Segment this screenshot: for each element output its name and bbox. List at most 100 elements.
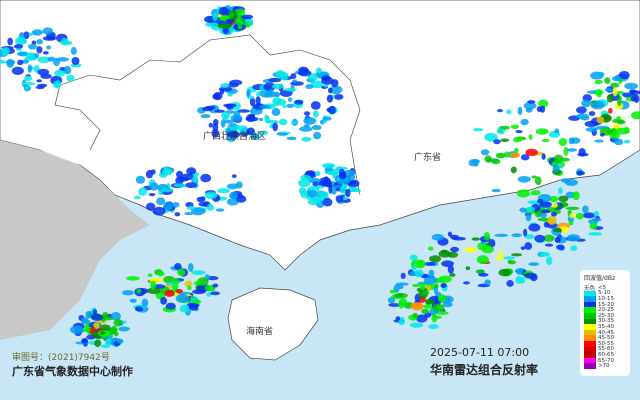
echo-cell	[171, 278, 181, 285]
echo-cell	[585, 127, 598, 132]
echo-cell	[184, 212, 193, 216]
echo-cell	[311, 124, 322, 131]
echo-cell	[138, 187, 148, 196]
echo-cell	[37, 68, 50, 76]
echo-cell	[519, 207, 528, 213]
echo-cell	[328, 185, 333, 194]
echo-cell	[278, 118, 288, 126]
echo-cell	[554, 236, 561, 244]
echo-cell	[303, 116, 317, 125]
echo-cell	[71, 56, 80, 66]
echo-cell	[339, 186, 345, 194]
echo-cell	[484, 155, 493, 163]
legend-item: 20-25	[584, 307, 630, 313]
legend-range: 25-30	[598, 312, 614, 319]
echo-cell	[305, 84, 314, 90]
echo-cell	[286, 136, 297, 141]
echo-cell	[553, 154, 564, 164]
echo-cell	[338, 168, 346, 177]
echo-cell	[60, 37, 69, 46]
echo-cell	[422, 304, 435, 309]
echo-cell	[54, 69, 66, 77]
echo-cell	[218, 6, 229, 16]
echo-cell	[616, 119, 626, 125]
echo-cell	[514, 147, 519, 154]
echo-cell	[395, 282, 409, 286]
echo-cell	[313, 131, 322, 140]
echo-cell	[498, 250, 503, 259]
echo-cell	[276, 132, 289, 136]
echo-cell	[274, 91, 281, 98]
echo-cell	[593, 211, 600, 217]
echo-cell	[244, 21, 251, 28]
echo-cell	[510, 124, 520, 129]
echo-cell	[534, 176, 542, 185]
echo-cell	[471, 159, 481, 164]
echo-cell	[576, 170, 586, 176]
legend-item: 40-45	[584, 330, 630, 336]
echo-cell	[527, 200, 538, 204]
echo-cell	[630, 96, 638, 102]
echo-cell	[298, 69, 312, 77]
echo-cell	[246, 89, 251, 97]
echo-cell	[163, 201, 173, 211]
echo-cell	[565, 206, 580, 211]
legend-range: 50-55	[598, 340, 614, 347]
echo-cell	[217, 188, 230, 194]
echo-cell	[186, 167, 197, 175]
echo-cell	[210, 291, 221, 296]
echo-cell	[547, 215, 557, 225]
echo-cell	[207, 275, 219, 281]
echo-cell	[314, 171, 321, 176]
echo-cell	[550, 211, 557, 217]
echo-cell	[582, 212, 596, 219]
echo-cell	[500, 138, 510, 143]
echo-cell	[441, 260, 454, 268]
echo-cell	[94, 339, 102, 348]
label-hainan: 海南省	[246, 327, 274, 337]
echo-cell	[219, 88, 225, 95]
echo-cell	[145, 202, 156, 211]
echo-cell	[554, 128, 560, 134]
echo-cell	[539, 212, 547, 218]
echo-cell	[173, 183, 186, 188]
echo-cell	[198, 202, 208, 207]
echo-cell	[340, 198, 351, 203]
echo-cell	[450, 246, 460, 253]
echo-cell	[393, 292, 408, 299]
hainan-island	[227, 287, 319, 361]
echo-cell	[23, 31, 30, 40]
echo-cell	[271, 83, 284, 90]
legend-range: 35-40	[598, 323, 614, 330]
echo-cell	[568, 220, 574, 226]
echo-cell	[485, 242, 491, 247]
echo-cell	[229, 79, 243, 86]
echo-cell	[187, 285, 192, 291]
legend-swatch	[584, 312, 596, 319]
echo-cell	[90, 313, 104, 321]
echo-cell	[431, 233, 444, 241]
echo-cell	[520, 246, 526, 251]
echo-cell	[176, 268, 186, 276]
echo-cell	[495, 152, 506, 159]
legend-item: >70	[584, 363, 630, 369]
echo-cell	[506, 109, 512, 115]
echo-cell	[409, 254, 418, 261]
echo-cell	[11, 66, 24, 75]
echo-cell	[326, 94, 333, 103]
reflectivity-legend: 回波值/dBz 无色 <5 5-10 10-15 15-20 20-25 25-30 30-…	[580, 270, 630, 376]
echo-cell	[191, 270, 206, 276]
echo-cell	[581, 99, 592, 108]
echo-cell	[447, 251, 459, 258]
echo-cell	[237, 109, 250, 113]
echo-cell	[310, 101, 321, 110]
echo-cell	[524, 242, 533, 250]
echo-cell	[511, 253, 523, 257]
echo-cell	[503, 256, 516, 260]
echo-cell	[465, 266, 471, 271]
echo-cell	[55, 79, 61, 89]
echo-cell	[93, 322, 101, 329]
echo-cell	[303, 123, 310, 128]
echo-cell	[577, 152, 589, 157]
echo-cell	[333, 93, 344, 100]
